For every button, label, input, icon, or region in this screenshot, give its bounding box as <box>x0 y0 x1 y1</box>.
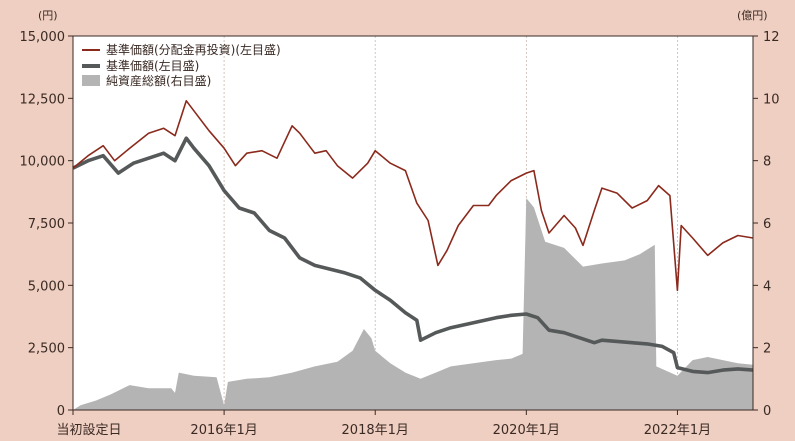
series-nav-line <box>72 136 754 375</box>
legend-swatch-3 <box>82 75 100 86</box>
left-tick-label: 2,500 <box>28 342 65 357</box>
right-axis-unit: (億円) <box>737 9 768 22</box>
left-tick-label: 0 <box>57 404 65 419</box>
left-tick-label: 10,000 <box>20 155 66 170</box>
series-net-assets-area <box>73 198 753 410</box>
legend-label-2: 基準価額(左目盛) <box>106 58 199 73</box>
right-tick-label: 6 <box>763 217 771 232</box>
area-series <box>73 198 753 410</box>
right-tick-label: 2 <box>763 342 771 357</box>
x-tick-label: 2020年1月 <box>493 423 560 438</box>
left-tick-label: 7,500 <box>28 217 65 232</box>
left-tick-label: 5,000 <box>28 279 65 294</box>
right-tick-label: 10 <box>763 92 780 107</box>
left-tick-label: 15,000 <box>20 30 66 45</box>
series-nav-reinvested-line <box>72 100 754 292</box>
x-tick-label: 2016年1月 <box>190 423 257 438</box>
legend-label-3: 純資産総額(右目盛) <box>106 73 211 88</box>
x-tick-label: 2018年1月 <box>342 423 409 438</box>
right-axis-ticks: 0 2 4 6 8 10 12 <box>753 30 780 419</box>
legend-label-1: 基準価額(分配金再投資)(左目盛) <box>106 42 281 57</box>
right-tick-label: 8 <box>763 155 771 170</box>
right-tick-label: 4 <box>763 279 771 294</box>
right-tick-label: 12 <box>763 30 780 45</box>
left-axis-ticks: 0 2,500 5,000 7,500 10,000 12,500 15,000 <box>20 30 73 419</box>
x-tick-label: 2022年1月 <box>644 423 711 438</box>
x-tick-label: 当初設定日 <box>56 422 121 438</box>
left-axis-unit: (円) <box>38 9 58 22</box>
line-series <box>72 100 754 375</box>
left-tick-label: 12,500 <box>20 92 66 107</box>
legend: 基準価額(分配金再投資)(左目盛) 基準価額(左目盛) 純資産総額(右目盛) <box>82 42 281 88</box>
right-tick-label: 0 <box>763 404 771 419</box>
x-axis-ticks: 当初設定日 2016年1月 2018年1月 2020年1月 2022年1月 <box>56 410 711 438</box>
